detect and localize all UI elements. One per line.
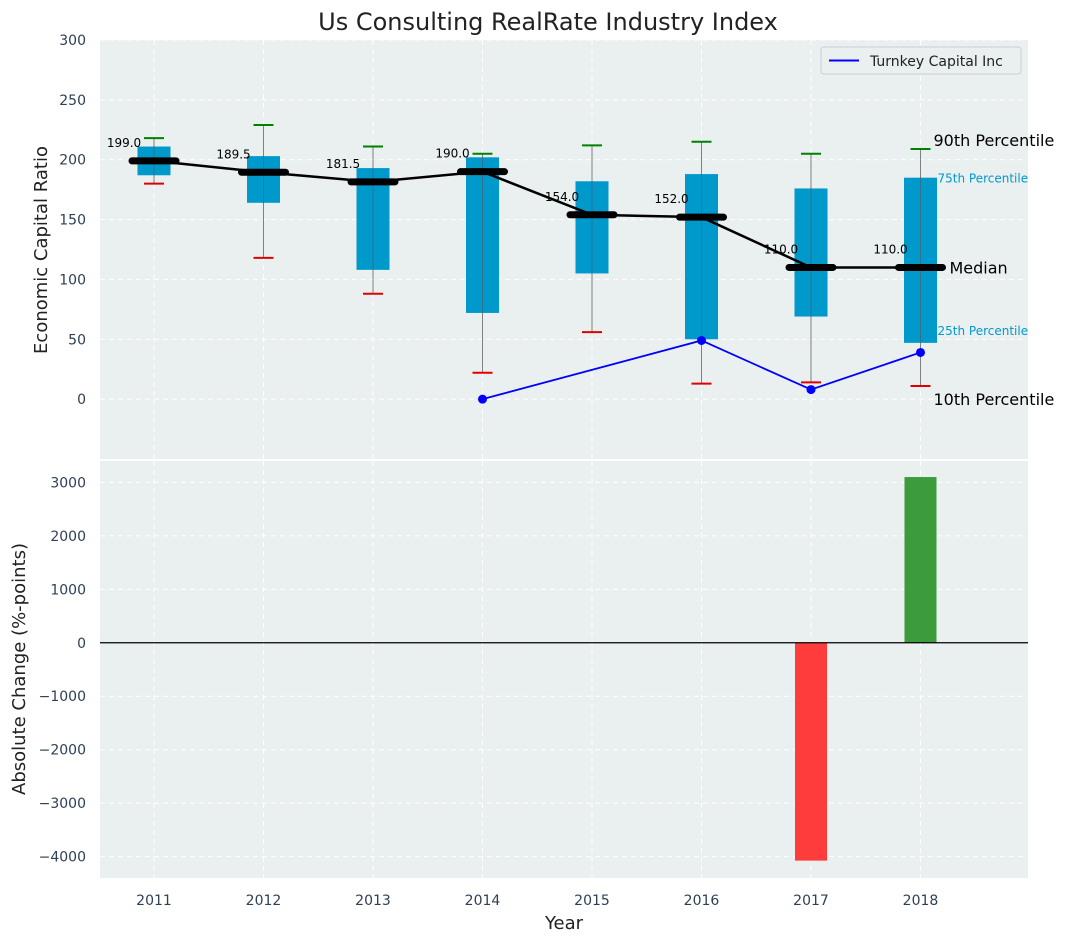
x-tick-label: 2016 [684, 893, 720, 909]
median-value-label: 110.0 [873, 242, 907, 256]
bottom-y-tick-label: 1000 [50, 582, 86, 598]
top-y-tick-label: 0 [77, 392, 86, 408]
bottom-y-tick-label: −4000 [39, 850, 86, 866]
x-tick-label: 2018 [903, 893, 939, 909]
change-bar [795, 642, 827, 861]
bottom-y-tick-label: −2000 [39, 743, 86, 759]
bottom-y-tick-label: −1000 [39, 689, 86, 705]
company-series-point [806, 385, 816, 395]
bottom-y-tick-label: 0 [77, 636, 86, 652]
company-series-line [482, 339, 921, 401]
top-y-tick-label: 300 [59, 33, 86, 49]
annotation-median: Median [950, 258, 1008, 277]
annotation-p90: 90th Percentile [934, 131, 1055, 150]
company-series-point [916, 347, 925, 357]
bottom-y-tick-label: 2000 [50, 529, 86, 545]
annotation-p25: 25th Percentile [938, 324, 1029, 338]
x-tick-label: 2013 [355, 893, 391, 909]
annotation-p10: 10th Percentile [934, 390, 1055, 409]
x-tick-label: 2015 [574, 893, 610, 909]
median-value-label: 110.0 [764, 242, 798, 256]
top-y-axis-label: Economic Capital Ratio [31, 146, 52, 354]
median-value-label: 152.0 [654, 192, 688, 206]
x-tick-label: 2014 [465, 893, 501, 909]
bottom-plot-area [100, 461, 1028, 878]
bottom-y-tick-label: 3000 [50, 475, 86, 491]
legend-entry: Turnkey Capital Inc [869, 54, 1003, 70]
change-bar [904, 477, 937, 643]
x-tick-label: 2017 [793, 893, 829, 909]
median-value-label: 190.0 [435, 147, 469, 161]
median-value-label: 199.0 [107, 136, 141, 150]
x-tick-label: 2012 [246, 893, 282, 909]
median-line [153, 159, 921, 269]
x-axis-label: Year [544, 913, 584, 934]
chart-title: Us Consulting RealRate Industry Index [318, 8, 778, 36]
bottom-y-tick-label: −3000 [39, 796, 86, 812]
x-tick-label: 2011 [136, 893, 172, 909]
company-series-point [478, 394, 487, 404]
top-y-tick-label: 50 [68, 332, 86, 348]
top-y-tick-label: 150 [59, 213, 86, 229]
median-value-label: 189.5 [216, 147, 250, 161]
top-y-tick-label: 250 [59, 93, 86, 109]
company-series-point [697, 335, 706, 345]
annotation-p75: 75th Percentile [938, 172, 1029, 186]
top-plot-area [100, 40, 1028, 459]
legend-box [820, 46, 1022, 75]
median-value-label: 181.5 [326, 157, 360, 171]
top-y-tick-label: 100 [59, 272, 86, 288]
bottom-y-axis-label: Absolute Change (%-points) [9, 543, 30, 795]
top-y-tick-label: 200 [59, 153, 86, 169]
